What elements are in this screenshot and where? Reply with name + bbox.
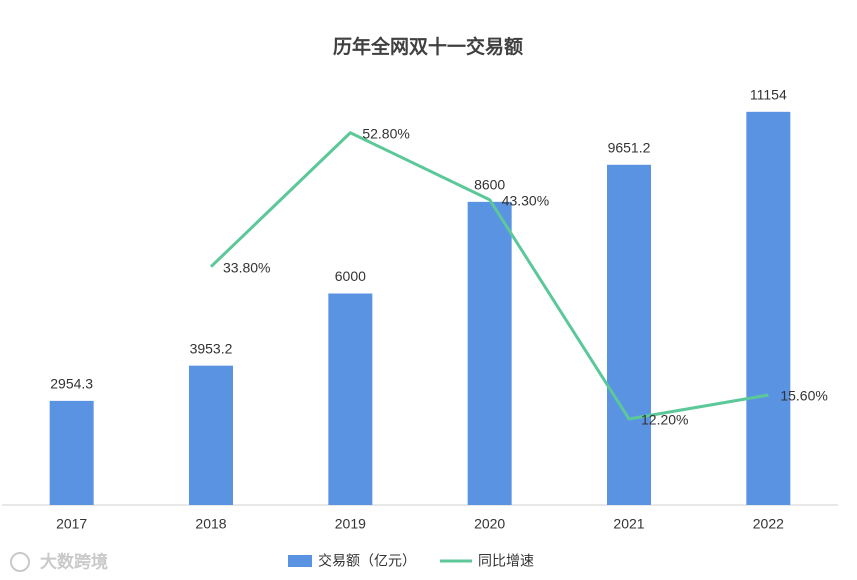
bar <box>467 201 512 505</box>
bar <box>49 400 94 505</box>
bar-label: 2954.3 <box>50 376 93 392</box>
line-label: 12.20% <box>641 412 688 428</box>
bar-label: 8600 <box>474 177 505 193</box>
line-label: 33.80% <box>223 259 270 275</box>
bar <box>189 365 233 505</box>
x-tick-label: 2017 <box>56 516 87 532</box>
legend-label: 交易额（亿元） <box>318 553 416 569</box>
bar-label: 3953.2 <box>190 340 233 356</box>
bar-label: 11154 <box>750 87 787 103</box>
x-tick-label: 2018 <box>195 516 226 532</box>
chart-title: 历年全网双十一交易额 <box>333 35 523 58</box>
x-tick-label: 2022 <box>753 516 784 532</box>
bar <box>328 293 373 505</box>
x-tick-label: 2019 <box>335 516 366 532</box>
line-label: 15.60% <box>780 388 827 404</box>
x-tick-label: 2020 <box>474 516 505 532</box>
x-tick-label: 2021 <box>613 516 644 532</box>
legend-label: 同比增速 <box>478 553 534 569</box>
line-label: 52.80% <box>362 125 409 141</box>
bar <box>607 164 651 505</box>
watermark: 大数跨境 <box>40 551 108 571</box>
line <box>209 131 769 421</box>
bar-label: 9651.2 <box>608 139 651 155</box>
watermark-logo <box>10 552 30 572</box>
bar <box>746 111 791 505</box>
line-label: 43.30% <box>502 192 549 208</box>
legend-swatch <box>288 555 312 567</box>
bar-label: 6000 <box>335 268 366 284</box>
